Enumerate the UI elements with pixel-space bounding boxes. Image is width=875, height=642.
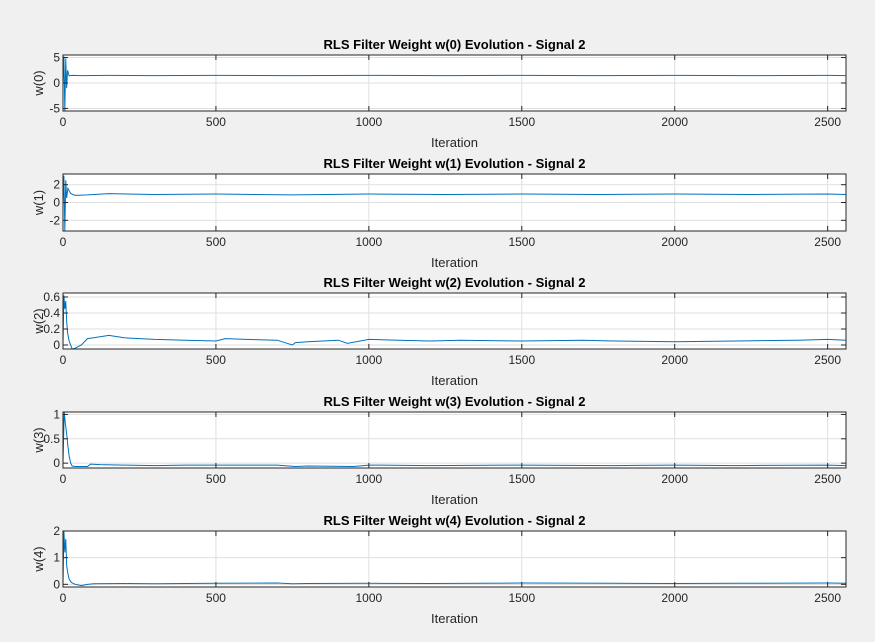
x-tick-label: 1500	[508, 591, 535, 605]
x-tick-label: 500	[206, 235, 226, 249]
y-tick-label: 0.5	[43, 432, 60, 446]
subplot-4: 0 500 1000 1500 2000 2500 0 1 2 RLS Filter Weight…	[31, 513, 847, 626]
x-tick-label: 1000	[356, 115, 383, 129]
x-tick-label: 1500	[508, 472, 535, 486]
x-axis-label: Iteration	[431, 135, 478, 150]
y-axis-label: w(1)	[31, 190, 46, 216]
x-tick-label: 1000	[356, 591, 383, 605]
y-tick-label: 1	[53, 407, 60, 421]
x-tick-label: 0	[60, 353, 67, 367]
axes-box	[62, 292, 847, 350]
plot-title: RLS Filter Weight w(1) Evolution - Signa…	[324, 156, 586, 171]
axes-box	[62, 530, 847, 588]
x-tick-label: 2000	[661, 472, 688, 486]
x-tick-label: 2000	[661, 353, 688, 367]
x-tick-label: 2500	[814, 115, 841, 129]
x-tick-label: 0	[60, 115, 67, 129]
y-tick-label: 5	[53, 51, 60, 65]
plot-title: RLS Filter Weight w(2) Evolution - Signa…	[324, 275, 586, 290]
x-tick-label: 1000	[356, 353, 383, 367]
y-tick-label: 2	[53, 178, 60, 192]
x-tick-label: 1500	[508, 115, 535, 129]
y-tick-label: 0	[53, 76, 60, 90]
x-tick-label: 0	[60, 235, 67, 249]
series-line-0	[63, 412, 846, 468]
series-line-0	[63, 295, 846, 349]
x-tick-label: 1000	[356, 235, 383, 249]
plot-area	[63, 293, 846, 349]
x-tick-label: 1500	[508, 353, 535, 367]
y-tick-label: 2	[53, 524, 60, 538]
y-axis-label: w(0)	[31, 70, 46, 96]
plot-area	[63, 531, 846, 587]
x-tick-label: 500	[206, 353, 226, 367]
y-tick-label: -5	[49, 101, 60, 115]
x-tick-label: 2000	[661, 235, 688, 249]
x-tick-label: 500	[206, 472, 226, 486]
y-tick-label: 0	[53, 338, 60, 352]
plot-title: RLS Filter Weight w(4) Evolution - Signa…	[324, 513, 586, 528]
x-tick-label: 500	[206, 591, 226, 605]
x-tick-label: 2000	[661, 591, 688, 605]
y-axis-label: w(2)	[31, 308, 46, 334]
series-line-0	[63, 56, 846, 111]
y-axis-label: w(4)	[31, 546, 46, 572]
series-line-0	[63, 175, 846, 231]
x-axis-label: Iteration	[431, 492, 478, 507]
x-tick-label: 1500	[508, 235, 535, 249]
y-tick-label: 1	[53, 551, 60, 565]
x-tick-label: 0	[60, 591, 67, 605]
x-tick-label: 2500	[814, 353, 841, 367]
x-tick-label: 0	[60, 472, 67, 486]
plot-area	[63, 412, 846, 468]
x-axis-label: Iteration	[431, 611, 478, 626]
y-tick-label: 0	[53, 577, 60, 591]
y-tick-label: 0	[53, 196, 60, 210]
x-tick-label: 2500	[814, 591, 841, 605]
y-tick-label: 0.2	[43, 322, 60, 336]
x-axis-label: Iteration	[431, 255, 478, 270]
x-tick-label: 1000	[356, 472, 383, 486]
y-tick-label: 0.6	[43, 290, 60, 304]
series-line-0	[63, 531, 846, 587]
x-axis-label: Iteration	[431, 373, 478, 388]
plot-title: RLS Filter Weight w(3) Evolution - Signa…	[324, 394, 586, 409]
y-tick-label: -2	[49, 213, 60, 227]
plot-title: RLS Filter Weight w(0) Evolution - Signa…	[324, 37, 586, 52]
x-tick-label: 2000	[661, 115, 688, 129]
x-tick-label: 500	[206, 115, 226, 129]
y-tick-label: 0.4	[43, 306, 60, 320]
subplot-2: 0 500 1000 1500 2000 2500 0 0.2 0.4 0.6 RLS Filter…	[31, 275, 847, 388]
y-tick-label: 0	[53, 456, 60, 470]
x-tick-label: 2500	[814, 472, 841, 486]
y-axis-label: w(3)	[31, 427, 46, 453]
subplot-3: 0 500 1000 1500 2000 2500 0 0.5 1 RLS Filter Weig…	[31, 394, 847, 507]
axes-box	[62, 411, 847, 469]
x-tick-label: 2500	[814, 235, 841, 249]
